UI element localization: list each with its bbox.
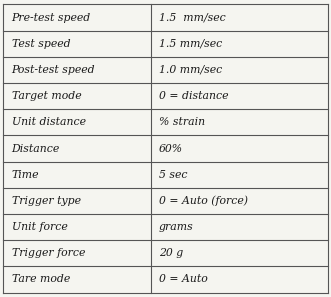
Text: 1.5  mm/sec: 1.5 mm/sec bbox=[159, 12, 226, 23]
Text: Unit distance: Unit distance bbox=[12, 117, 86, 127]
Text: grams: grams bbox=[159, 222, 194, 232]
Text: Trigger type: Trigger type bbox=[12, 196, 80, 206]
Text: 0 = distance: 0 = distance bbox=[159, 91, 228, 101]
Text: Distance: Distance bbox=[12, 143, 60, 154]
Text: 5 sec: 5 sec bbox=[159, 170, 187, 180]
Text: Unit force: Unit force bbox=[12, 222, 67, 232]
Text: Pre-test speed: Pre-test speed bbox=[12, 12, 91, 23]
Text: Time: Time bbox=[12, 170, 39, 180]
Text: 1.5 mm/sec: 1.5 mm/sec bbox=[159, 39, 222, 49]
Text: 0 = Auto (force): 0 = Auto (force) bbox=[159, 196, 248, 206]
Text: 60%: 60% bbox=[159, 143, 183, 154]
Text: 1.0 mm/sec: 1.0 mm/sec bbox=[159, 65, 222, 75]
Text: Post-test speed: Post-test speed bbox=[12, 65, 95, 75]
Text: Tare mode: Tare mode bbox=[12, 274, 70, 285]
Text: Target mode: Target mode bbox=[12, 91, 81, 101]
Text: Test speed: Test speed bbox=[12, 39, 70, 49]
Text: 20 g: 20 g bbox=[159, 248, 183, 258]
Text: % strain: % strain bbox=[159, 117, 205, 127]
Text: 0 = Auto: 0 = Auto bbox=[159, 274, 208, 285]
Text: Trigger force: Trigger force bbox=[12, 248, 85, 258]
